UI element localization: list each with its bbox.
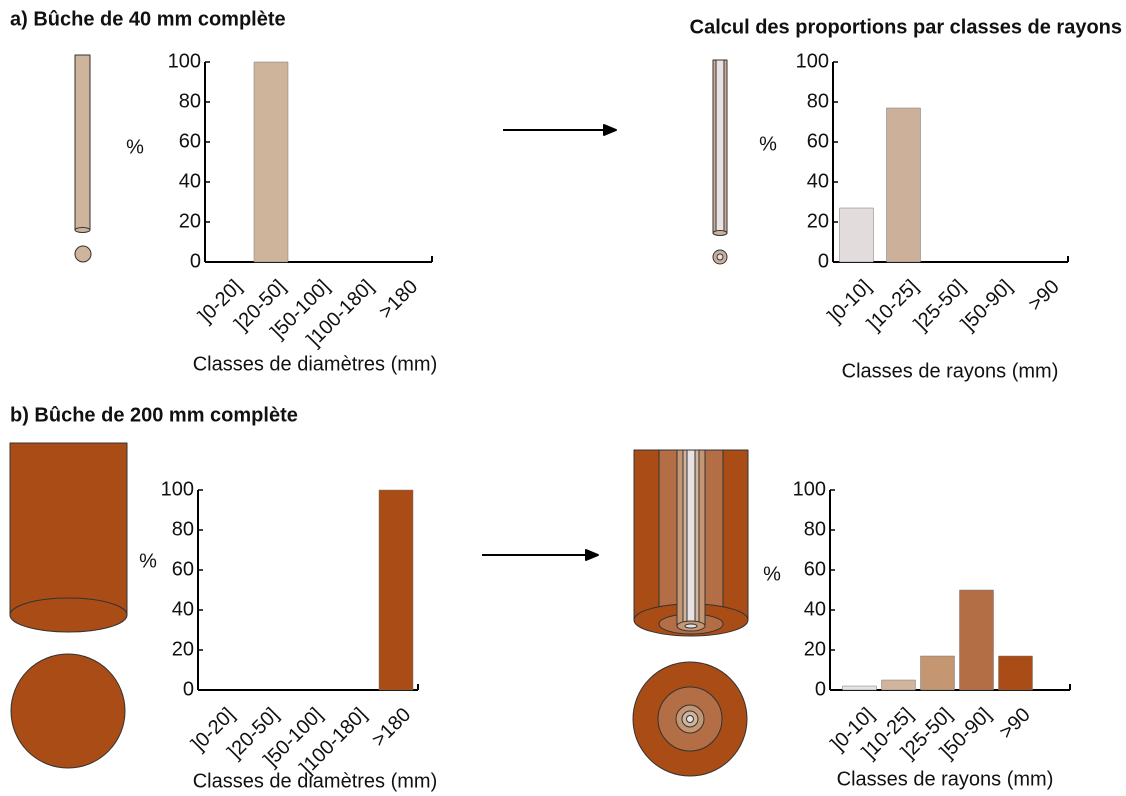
x-tick-label: >180 — [375, 276, 422, 323]
log-40mm-rings-end — [712, 230, 728, 236]
y-tick-label: 60 — [807, 130, 829, 152]
log-40mm-core — [715, 59, 725, 234]
x-axis-label: Classes de diamètres (mm) — [193, 353, 438, 375]
y-tick-label: 0 — [818, 250, 829, 272]
arrow-a-head — [603, 124, 617, 136]
y-tick-label: 100 — [161, 478, 194, 500]
y-tick-label: 20 — [807, 210, 829, 232]
log-40mm-section — [74, 245, 92, 263]
section-0-10 — [686, 715, 694, 723]
x-axis-label: Classes de rayons (mm) — [837, 768, 1054, 790]
bar — [881, 679, 916, 691]
log-200mm-section — [10, 653, 126, 769]
y-tick-label: 80 — [172, 518, 194, 540]
y-axis-label: % — [126, 136, 144, 158]
y-tick-label: 40 — [179, 170, 201, 192]
chart-title: a) Bûche de 40 mm complète — [10, 8, 286, 30]
y-tick-label: 100 — [793, 478, 826, 500]
chart-title: Calcul des proportions par classes de ra… — [690, 16, 1122, 38]
bar — [920, 655, 955, 691]
arrows — [482, 124, 617, 561]
y-tick-label: 60 — [804, 558, 826, 580]
y-tick-label: 20 — [179, 210, 201, 232]
y-tick-label: 20 — [172, 638, 194, 660]
y-axis-label: % — [759, 133, 777, 155]
y-tick-label: 40 — [804, 598, 826, 620]
bar — [253, 61, 289, 263]
y-tick-label: 100 — [796, 50, 829, 72]
x-axis-label: Classes de rayons (mm) — [842, 360, 1059, 382]
bar — [839, 207, 874, 263]
chart-title: b) Bûche de 200 mm complète — [10, 404, 298, 426]
y-tick-label: 60 — [179, 130, 201, 152]
y-tick-label: 40 — [807, 170, 829, 192]
bar — [959, 589, 994, 691]
log-40mm-end — [74, 227, 91, 233]
x-axis-label: Classes de diamètres (mm) — [193, 770, 438, 792]
arrow-b-head — [585, 549, 599, 561]
x-tick-label: ]50-90] — [957, 276, 1017, 336]
y-tick-label: 40 — [172, 598, 194, 620]
log-200mm-end — [9, 597, 128, 633]
y-tick-label: 20 — [804, 638, 826, 660]
y-axis-label: % — [139, 550, 157, 572]
illustrations — [9, 54, 749, 777]
y-tick-label: 100 — [168, 50, 201, 72]
y-tick-label: 60 — [172, 558, 194, 580]
x-tick-label: >180 — [368, 704, 415, 751]
bar — [842, 685, 877, 691]
bar — [886, 107, 921, 263]
y-tick-label: 80 — [807, 90, 829, 112]
log-200mm — [9, 442, 128, 616]
x-tick-label: >90 — [995, 704, 1035, 744]
ring-0-10-end — [684, 623, 698, 629]
log-40mm — [74, 54, 91, 231]
ring-0-10 — [686, 449, 696, 626]
x-tick-label: ]25-50] — [910, 276, 970, 336]
y-tick-label: 80 — [179, 90, 201, 112]
y-tick-label: 0 — [183, 678, 194, 700]
log-40mm-core-section — [716, 253, 724, 261]
bar — [998, 655, 1033, 691]
x-tick-label: ]10-25] — [863, 276, 923, 336]
bar — [378, 489, 414, 691]
y-tick-label: 0 — [815, 678, 826, 700]
y-tick-label: 80 — [804, 518, 826, 540]
y-tick-label: 0 — [190, 250, 201, 272]
x-tick-label: >90 — [1024, 276, 1064, 316]
y-axis-label: % — [763, 563, 781, 585]
